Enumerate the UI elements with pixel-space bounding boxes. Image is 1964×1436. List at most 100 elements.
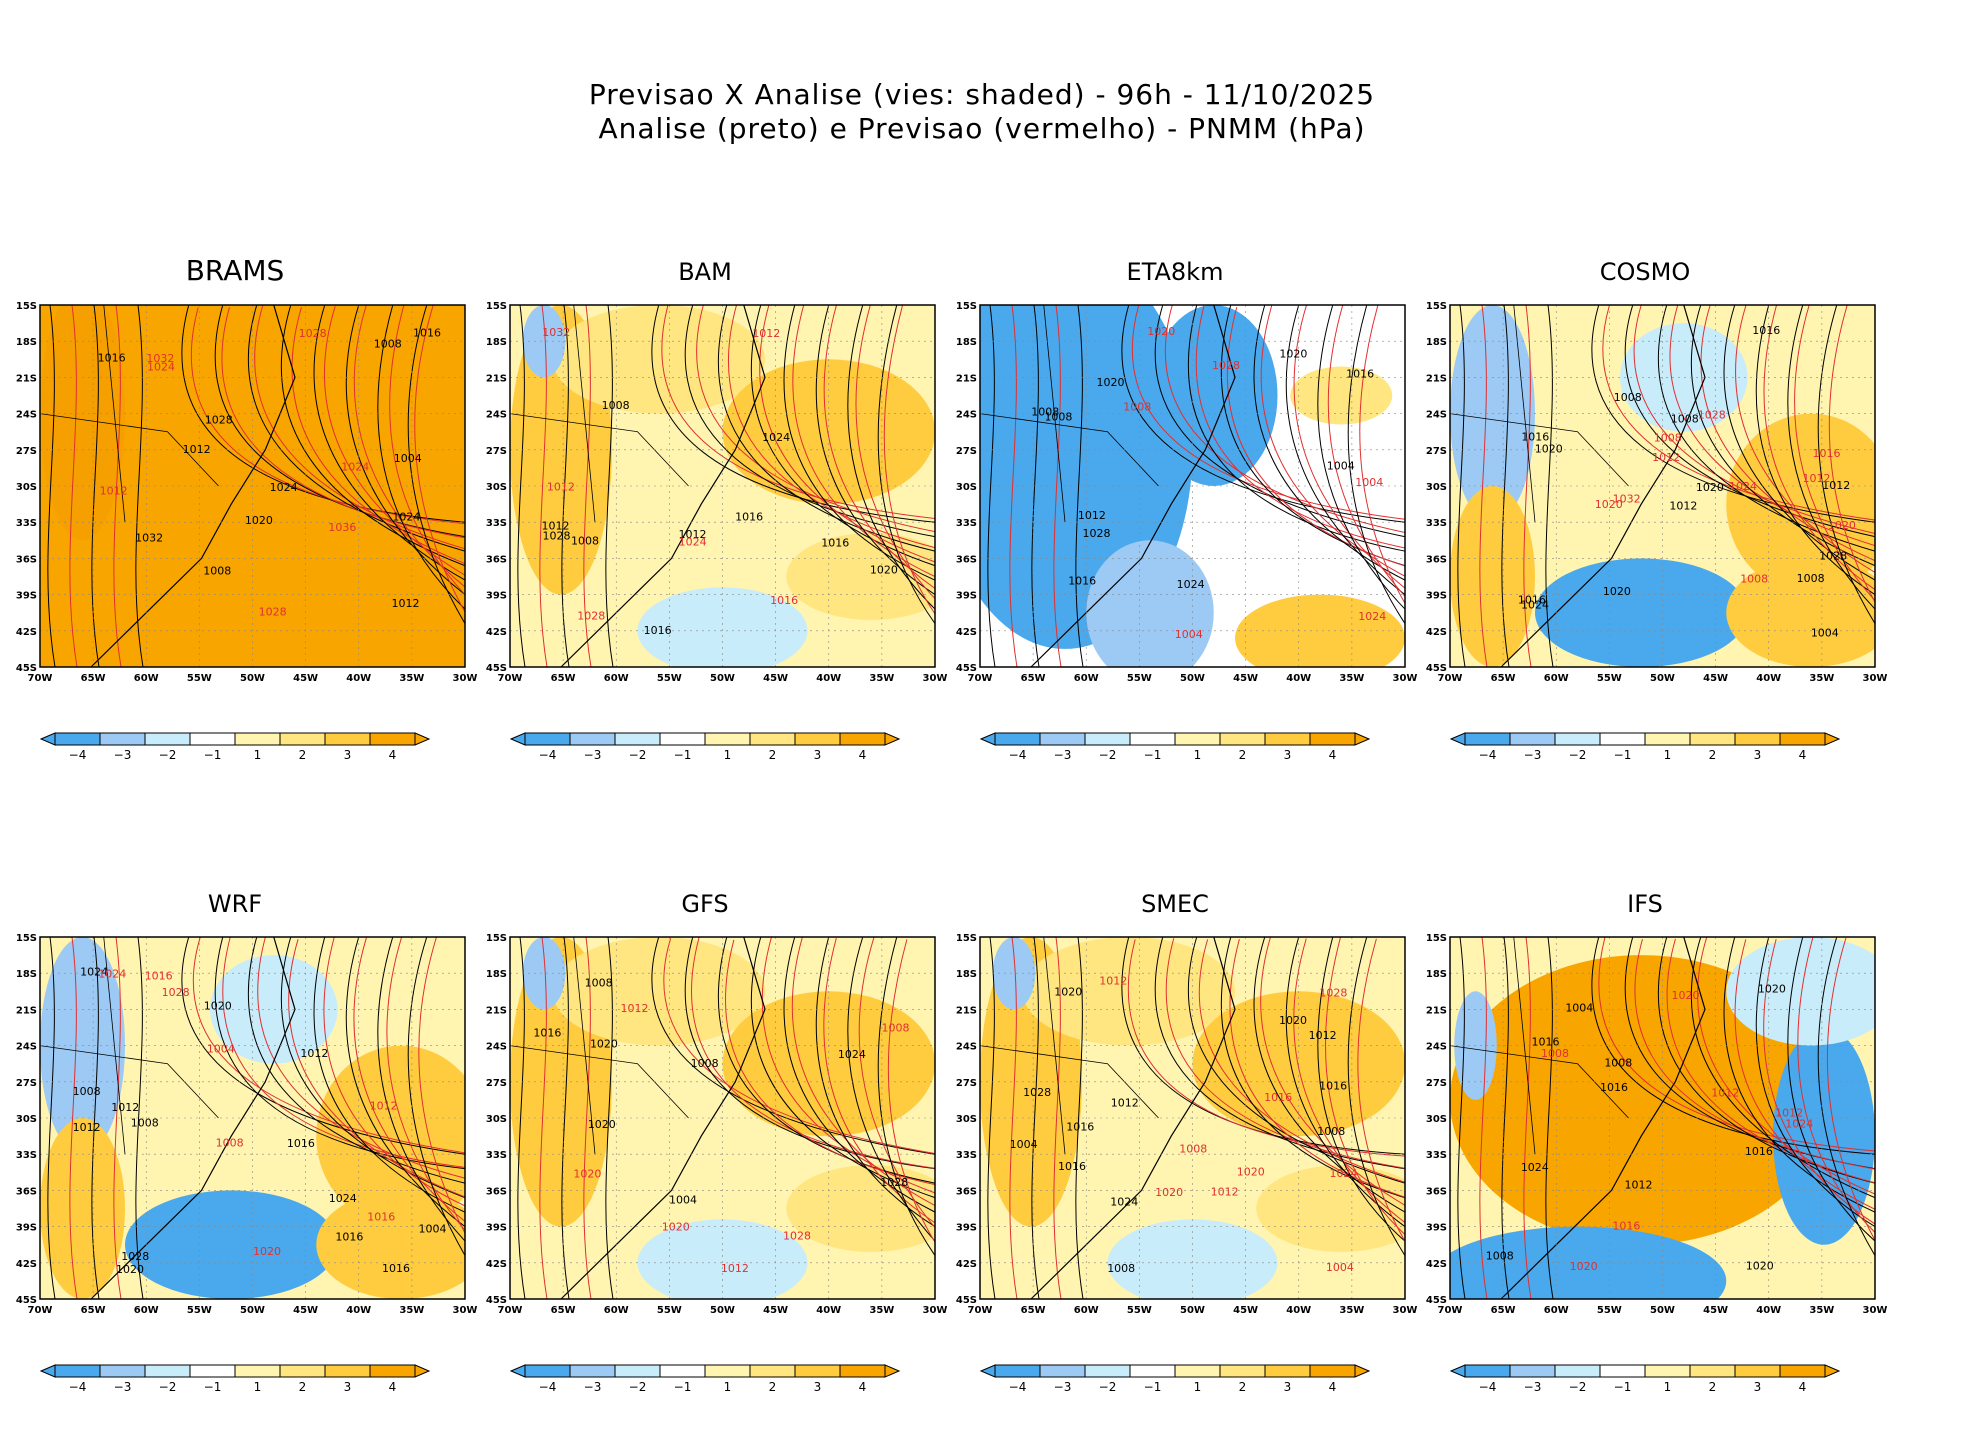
lat-tick-label: 30S xyxy=(16,1114,37,1125)
colorbar-label: −4 xyxy=(1479,1380,1497,1394)
lat-tick-label: 27S xyxy=(1426,446,1447,457)
panel-gfs: GFS 1008 1004 1008 1016 1020 1024 1028 1020 1012 1… xyxy=(470,890,948,1394)
colorbar-label: −2 xyxy=(159,748,177,762)
colorbar-swatch xyxy=(1309,732,1356,746)
lat-tick-label: 33S xyxy=(486,518,507,529)
forecast-contour xyxy=(661,305,935,519)
colorbar-swatch xyxy=(614,1364,661,1378)
analysis-contour-label: 1028 xyxy=(543,530,571,543)
colorbar-swatch xyxy=(1039,1364,1086,1378)
colorbar-swatch xyxy=(1174,1364,1221,1378)
colorbar-swatch xyxy=(994,732,1041,746)
lat-tick-label: 36S xyxy=(1426,1186,1447,1197)
colorbar-swatch xyxy=(369,1364,416,1378)
colorbar-label: −1 xyxy=(1614,748,1632,762)
colorbar-left-arrow xyxy=(39,1364,56,1378)
lon-tick-label: 30W xyxy=(1863,673,1888,684)
forecast-contour-label: 1024 xyxy=(147,361,175,374)
analysis-contour-label: 1024 xyxy=(392,511,420,524)
lat-tick-label: 24S xyxy=(956,410,977,421)
analysis-contour xyxy=(135,937,144,1299)
forecast-contour xyxy=(1634,938,1875,1170)
bias-map: 1008 1004 1012 1016 1020 1024 1028 1016 1008 1020… xyxy=(956,301,1418,762)
forecast-contour xyxy=(222,937,465,1168)
bias-blob xyxy=(125,1190,338,1299)
colorbar-swatch xyxy=(704,1364,751,1378)
analysis-contour-label: 1016 xyxy=(533,1027,561,1040)
panel-bam: BAM 1008 1012 1016 1020 1024 1028 1016 1008 1012 1… xyxy=(470,258,948,762)
colorbar-swatch xyxy=(1264,732,1311,746)
lon-tick-label: 45W xyxy=(293,1305,318,1316)
analysis-contour-label: 1012 xyxy=(1669,500,1697,513)
colorbar-left-arrow xyxy=(39,732,56,746)
analysis-contour-label: 1008 xyxy=(585,977,613,990)
forecast-contour xyxy=(353,937,465,1222)
analysis-contour xyxy=(1121,305,1405,523)
forecast-contour-label: 1012 xyxy=(1775,1107,1803,1120)
analysis-contour-label: 1016 xyxy=(1752,324,1780,337)
panel-title: COSMO xyxy=(1599,258,1691,286)
colorbar-swatch xyxy=(839,1364,886,1378)
analysis-contour xyxy=(517,937,526,1299)
lat-tick-label: 33S xyxy=(486,1150,507,1161)
analysis-contour xyxy=(877,937,935,1256)
lat-tick-label: 39S xyxy=(16,1223,37,1234)
analysis-contour-label: 1004 xyxy=(1565,1001,1593,1014)
colorbar-label: 2 xyxy=(1239,1380,1247,1394)
colorbar-label: 2 xyxy=(1709,1380,1717,1394)
forecast-contour xyxy=(386,937,465,1231)
analysis-contour xyxy=(1787,937,1875,1242)
lat-tick-label: 33S xyxy=(956,518,977,529)
forecast-contour xyxy=(1523,937,1532,1299)
lat-tick-label: 24S xyxy=(16,410,37,421)
forecast-contour-label: 1032 xyxy=(1613,493,1641,506)
forecast-contour-label: 1028 xyxy=(577,609,605,622)
colorbar-label: 4 xyxy=(1329,748,1337,762)
colorbar: −4 −3 −2 −1 1 2 3 4 xyxy=(1449,1364,1841,1394)
bias-blob xyxy=(1107,1219,1278,1299)
lat-tick-label: 39S xyxy=(1426,1223,1447,1234)
panel-title: SMEC xyxy=(1141,890,1209,918)
lat-tick-label: 15S xyxy=(1426,301,1447,312)
colorbar: −4 −3 −2 −1 1 2 3 4 xyxy=(39,732,431,762)
lon-tick-label: 35W xyxy=(399,673,424,684)
analysis-contour xyxy=(1658,305,1875,552)
analysis-contour-label: 1016 xyxy=(644,624,672,637)
lat-tick-label: 18S xyxy=(486,969,507,980)
lon-tick-label: 55W xyxy=(1597,1305,1622,1316)
forecast-contour-label: 1036 xyxy=(328,521,356,534)
lon-tick-label: 50W xyxy=(240,1305,265,1316)
colorbar-swatch xyxy=(994,1364,1041,1378)
forecast-contour xyxy=(1666,938,1875,1184)
forecast-contour xyxy=(1523,305,1532,667)
analysis-contour-label: 1012 xyxy=(678,528,706,541)
forecast-contour xyxy=(1763,305,1875,591)
analysis-contour xyxy=(91,937,100,1299)
lat-tick-label: 21S xyxy=(486,1005,507,1016)
colorbar-swatch xyxy=(189,732,236,746)
analysis-contour-label: 1008 xyxy=(571,535,599,548)
bias-blob xyxy=(552,937,765,1046)
colorbar-label: 3 xyxy=(814,1380,822,1394)
analysis-contour xyxy=(1817,305,1875,624)
forecast-contour-label: 1016 xyxy=(770,594,798,607)
analysis-contour-label: 1024 xyxy=(1110,1196,1138,1209)
analysis-contour-label: 1004 xyxy=(669,1194,697,1207)
lat-tick-label: 24S xyxy=(956,1042,977,1053)
bias-blob xyxy=(210,955,338,1064)
colorbar-swatch xyxy=(1509,1364,1556,1378)
panel-eta8km: ETA8km 1008 1004 1012 1016 1020 1024 1028 1016 10… xyxy=(940,258,1418,762)
colorbar-swatch xyxy=(569,1364,616,1378)
analysis-contour-label: 1016 xyxy=(1745,1145,1773,1158)
forecast-contour-label: 1020 xyxy=(253,1245,281,1258)
forecast-contour xyxy=(257,937,465,1179)
lat-tick-label: 42S xyxy=(1426,1259,1447,1270)
colorbar: −4 −3 −2 −1 1 2 3 4 xyxy=(39,1364,431,1394)
map-frame xyxy=(979,304,1406,668)
forecast-contour xyxy=(1357,938,1405,1243)
colorbar-swatch xyxy=(1599,732,1646,746)
lat-tick-label: 33S xyxy=(1426,518,1447,529)
forecast-contour xyxy=(1165,938,1405,1169)
colorbar-label: 4 xyxy=(1799,748,1807,762)
analysis-contour-label: 1020 xyxy=(588,1118,616,1131)
